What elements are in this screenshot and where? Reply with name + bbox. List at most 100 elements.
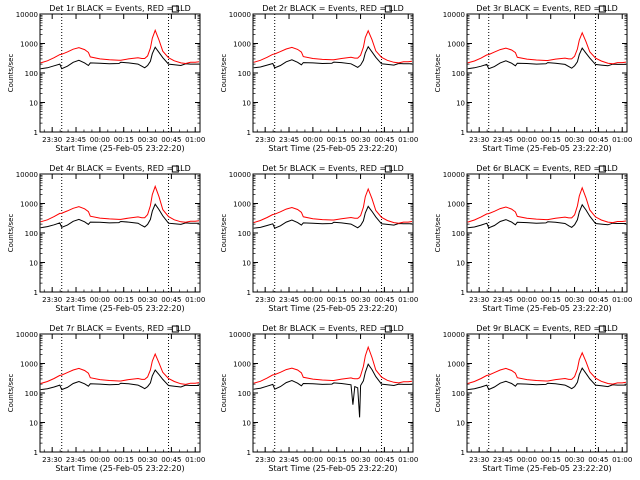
y-axis-label: Counts/sec	[220, 374, 228, 413]
y-tick-label: 10000	[16, 171, 38, 179]
x-tick-label: 00:00	[90, 136, 110, 144]
x-tick-label: 00:30	[350, 296, 370, 304]
x-tick-label: 00:15	[327, 136, 347, 144]
x-tick-label: 23:30	[255, 456, 275, 464]
x-tick-label: 00:30	[137, 456, 157, 464]
x-axis-label: Start Time (25-Feb-05 23:22:20)	[55, 304, 184, 313]
x-tick-label: 23:45	[279, 296, 299, 304]
x-tick-label: 23:45	[493, 456, 513, 464]
series-line-events	[253, 363, 412, 418]
chart-title: Det 4r BLACK = Events, RED = LLD	[49, 164, 191, 173]
x-tick-label: 23:30	[469, 296, 489, 304]
y-tick-label: 100	[452, 230, 465, 238]
x-tick-label: 00:15	[327, 456, 347, 464]
y-axis-label: Counts/sec	[434, 54, 442, 93]
x-axis-label: Start Time (25-Feb-05 23:22:20)	[55, 144, 184, 153]
y-axis-label: Counts/sec	[220, 54, 228, 93]
x-tick-label: 00:45	[161, 296, 181, 304]
x-tick-label: 23:30	[469, 456, 489, 464]
y-axis-label: Counts/sec	[434, 214, 442, 253]
x-tick-label: 00:45	[588, 456, 608, 464]
plot-frame	[252, 173, 414, 293]
y-tick-label: 10	[456, 100, 465, 108]
x-tick-label: 23:30	[255, 296, 275, 304]
x-tick-label: 00:30	[137, 296, 157, 304]
x-tick-label: 23:30	[469, 136, 489, 144]
y-axis-label: Counts/sec	[220, 214, 228, 253]
series-line-lld	[253, 345, 413, 384]
y-tick-label: 10	[242, 420, 251, 428]
chart-title: Det 5r BLACK = Events, RED = LLD	[262, 164, 404, 173]
y-axis-label: Counts/sec	[434, 374, 442, 413]
y-tick-label: 1000	[447, 41, 465, 49]
x-axis-label: Start Time (25-Feb-05 23:22:20)	[268, 304, 397, 313]
y-tick-label: 1000	[20, 361, 38, 369]
chart-panel-1: Det 1r BLACK = Events, RED = LLD 1 10 100 10…	[7, 4, 205, 153]
title-marker-box	[171, 5, 179, 13]
chart-title: Det 3r BLACK = Events, RED = LLD	[476, 4, 618, 13]
x-tick-label: 23:45	[279, 456, 299, 464]
x-tick-label: 00:00	[90, 296, 110, 304]
y-tick-label: 1000	[233, 41, 251, 49]
x-axis-label: Start Time (25-Feb-05 23:22:20)	[482, 464, 611, 473]
x-tick-label: 00:00	[517, 456, 537, 464]
x-tick-label: 00:45	[588, 136, 608, 144]
x-tick-label: 23:45	[279, 136, 299, 144]
plot-frame	[466, 333, 628, 453]
x-tick-label: 00:30	[564, 136, 584, 144]
y-tick-label: 1	[461, 289, 465, 297]
y-tick-label: 1	[34, 449, 38, 457]
x-tick-label: 00:45	[161, 456, 181, 464]
x-tick-label: 01:00	[398, 456, 418, 464]
series-line-events	[40, 46, 199, 70]
x-tick-label: 00:30	[564, 296, 584, 304]
y-tick-label: 10	[29, 100, 38, 108]
x-tick-label: 23:30	[42, 296, 62, 304]
y-tick-label: 100	[452, 70, 465, 78]
series-line-lld	[40, 184, 200, 223]
x-tick-label: 00:00	[303, 296, 323, 304]
x-axis-label: Start Time (25-Feb-05 23:22:20)	[482, 304, 611, 313]
y-tick-label: 1000	[447, 361, 465, 369]
chart-title: Det 8r BLACK = Events, RED = LLD	[262, 324, 404, 333]
chart-title: Det 6r BLACK = Events, RED = LLD	[476, 164, 618, 173]
x-tick-label: 23:45	[493, 296, 513, 304]
x-tick-label: 00:15	[541, 296, 561, 304]
series-line-lld	[253, 187, 413, 224]
x-tick-label: 00:30	[137, 136, 157, 144]
chart-panel-5: Det 5r BLACK = Events, RED = LLD 1 10 100 10…	[220, 164, 418, 313]
x-tick-label: 00:45	[374, 296, 394, 304]
chart-title: Det 2r BLACK = Events, RED = LLD	[262, 4, 404, 13]
x-tick-label: 00:00	[517, 296, 537, 304]
x-tick-label: 23:45	[493, 136, 513, 144]
y-tick-label: 1	[34, 289, 38, 297]
x-tick-label: 00:45	[161, 136, 181, 144]
series-line-events	[467, 203, 626, 229]
y-tick-label: 10000	[16, 11, 38, 19]
y-tick-label: 10000	[443, 171, 465, 179]
y-axis-label: Counts/sec	[7, 54, 15, 93]
title-marker-box	[598, 5, 606, 13]
x-tick-label: 01:00	[185, 136, 205, 144]
series-line-lld	[40, 28, 200, 65]
x-tick-label: 00:00	[90, 456, 110, 464]
y-tick-label: 10000	[229, 171, 251, 179]
x-tick-label: 01:00	[612, 456, 632, 464]
x-tick-label: 00:15	[114, 296, 134, 304]
y-tick-label: 1000	[233, 201, 251, 209]
y-tick-label: 100	[25, 230, 38, 238]
series-line-lld	[467, 186, 627, 224]
series-line-events	[253, 45, 412, 69]
x-tick-label: 01:00	[185, 296, 205, 304]
series-line-events	[40, 203, 199, 229]
x-tick-label: 00:30	[564, 456, 584, 464]
x-tick-label: 01:00	[398, 136, 418, 144]
x-tick-label: 23:30	[255, 136, 275, 144]
y-tick-label: 100	[25, 390, 38, 398]
x-tick-label: 00:30	[350, 456, 370, 464]
title-marker-box	[171, 325, 179, 333]
series-line-lld	[467, 31, 627, 65]
y-tick-label: 10	[29, 420, 38, 428]
y-tick-label: 10	[456, 260, 465, 268]
